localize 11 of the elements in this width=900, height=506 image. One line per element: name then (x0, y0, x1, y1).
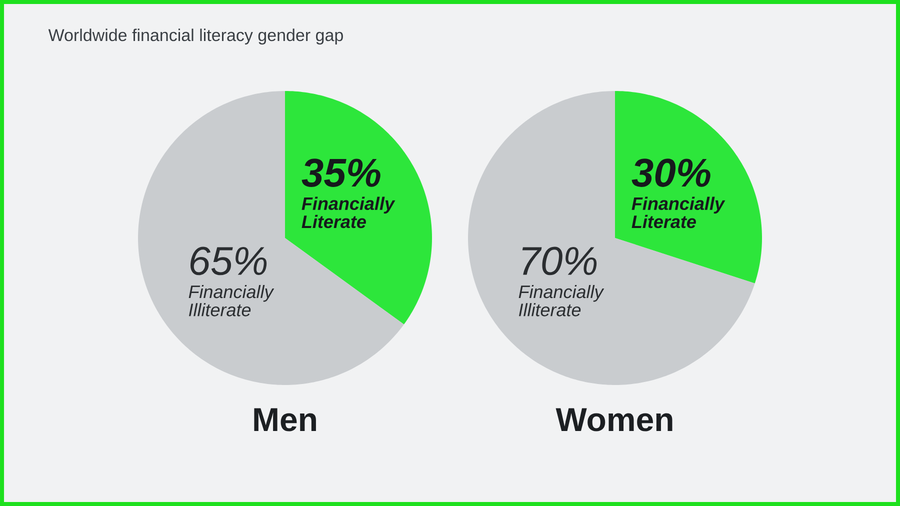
data-label: 65% (190, 246, 267, 276)
slice-label: Financially Illiterate (518, 284, 604, 316)
data-label: 30% (632, 158, 710, 187)
data-label: 70% (522, 246, 597, 276)
text: Worldwide financial literacy gender gap (48, 28, 343, 45)
slice-label: Financially Literate (302, 196, 396, 228)
text: Men (254, 408, 316, 432)
text: Women (556, 408, 672, 432)
slice-label: Financially Literate (632, 196, 726, 228)
data-label: 35% (302, 158, 380, 187)
slice-label: Financially Illiterate (188, 284, 274, 316)
